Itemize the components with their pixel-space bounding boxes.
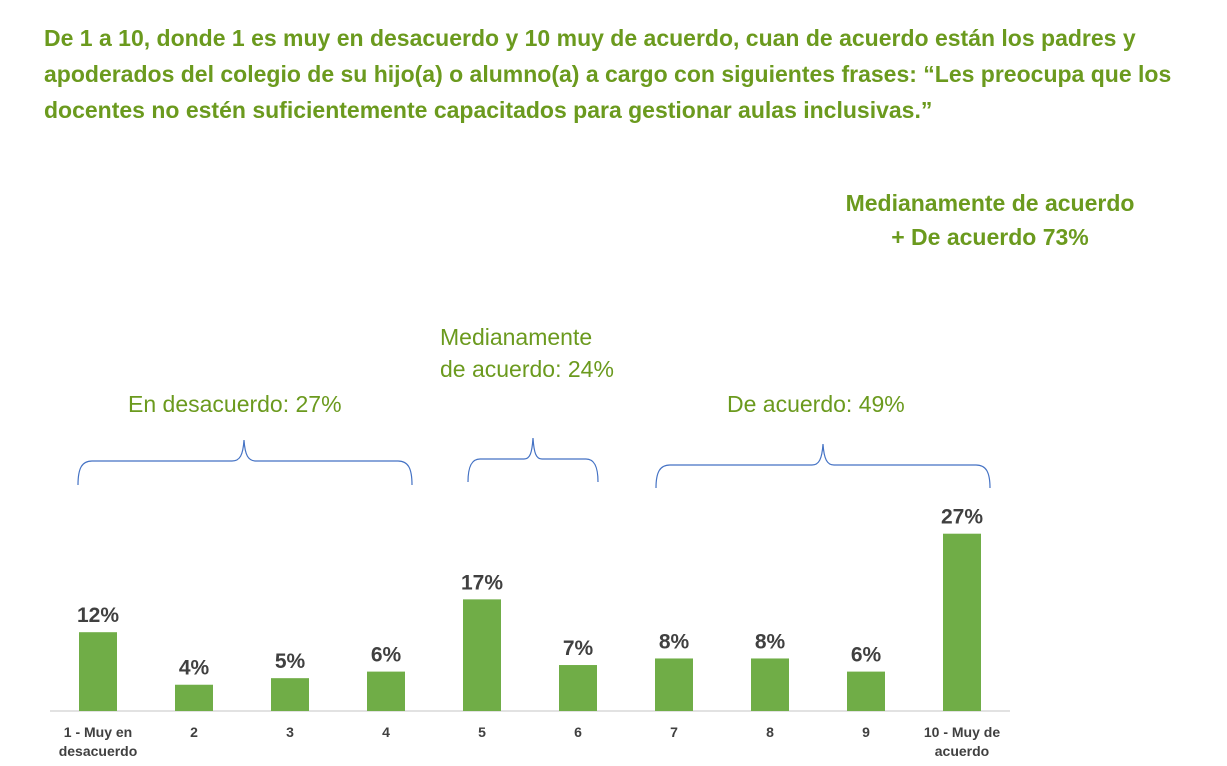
bar-8 xyxy=(751,658,789,711)
brace-agree xyxy=(655,443,991,489)
group-label-medium-line-2: de acuerdo: 24% xyxy=(440,356,614,382)
bar-7 xyxy=(655,658,693,711)
bar-2 xyxy=(175,684,213,711)
x-tick-label-1: 1 - Muy en desacuerdo xyxy=(59,724,138,759)
summary-line-1: Medianamente de acuerdo xyxy=(845,190,1135,216)
group-label-disagree: En desacuerdo: 27% xyxy=(128,391,342,417)
bar-5 xyxy=(463,599,501,711)
bar-6 xyxy=(559,665,597,711)
brace-medium xyxy=(467,437,599,483)
data-label-10: 27% xyxy=(941,506,983,529)
x-tick-label-6: 6 xyxy=(574,724,582,740)
x-tick-label-5: 5 xyxy=(478,724,486,740)
summary-line-2: + De acuerdo 73% xyxy=(891,224,1089,250)
data-label-2: 4% xyxy=(179,657,210,680)
summary-annotation: Medianamente de acuerdo + De acuerdo 73% xyxy=(820,186,1160,254)
data-label-4: 6% xyxy=(371,644,402,667)
bars-group: 12% 1 - Muy en desacuerdo 4% 2 5% 3 6% 4 17% 5 7% 6 8… xyxy=(59,506,1001,759)
x-tick-label-9: 9 xyxy=(862,724,870,740)
data-label-8: 8% xyxy=(755,630,786,653)
chart-title: De 1 a 10, donde 1 es muy en desacuerdo … xyxy=(44,25,1172,123)
x-tick-label-4: 4 xyxy=(382,724,390,740)
x-tick-label-7: 7 xyxy=(670,724,678,740)
brace-disagree xyxy=(77,439,413,486)
data-label-9: 6% xyxy=(851,644,882,667)
group-label-agree: De acuerdo: 49% xyxy=(727,391,905,417)
group-label-medium: Medianamente de acuerdo: 24% xyxy=(440,321,614,385)
bar-9 xyxy=(847,671,885,711)
bar-1 xyxy=(79,632,117,711)
bar-4 xyxy=(367,671,405,711)
bar-10 xyxy=(943,533,981,711)
x-tick-label-8: 8 xyxy=(766,724,774,740)
data-label-5: 17% xyxy=(461,571,503,594)
data-label-6: 7% xyxy=(563,637,594,660)
data-label-1: 12% xyxy=(77,604,119,627)
x-tick-label-3: 3 xyxy=(286,724,294,740)
bar-3 xyxy=(271,678,309,711)
data-label-7: 8% xyxy=(659,630,690,653)
data-label-3: 5% xyxy=(275,650,306,673)
x-tick-label-2: 2 xyxy=(190,724,198,740)
x-tick-label-10: 10 - Muy de acuerdo xyxy=(924,724,1000,759)
group-label-medium-line-1: Medianamente xyxy=(440,324,593,350)
